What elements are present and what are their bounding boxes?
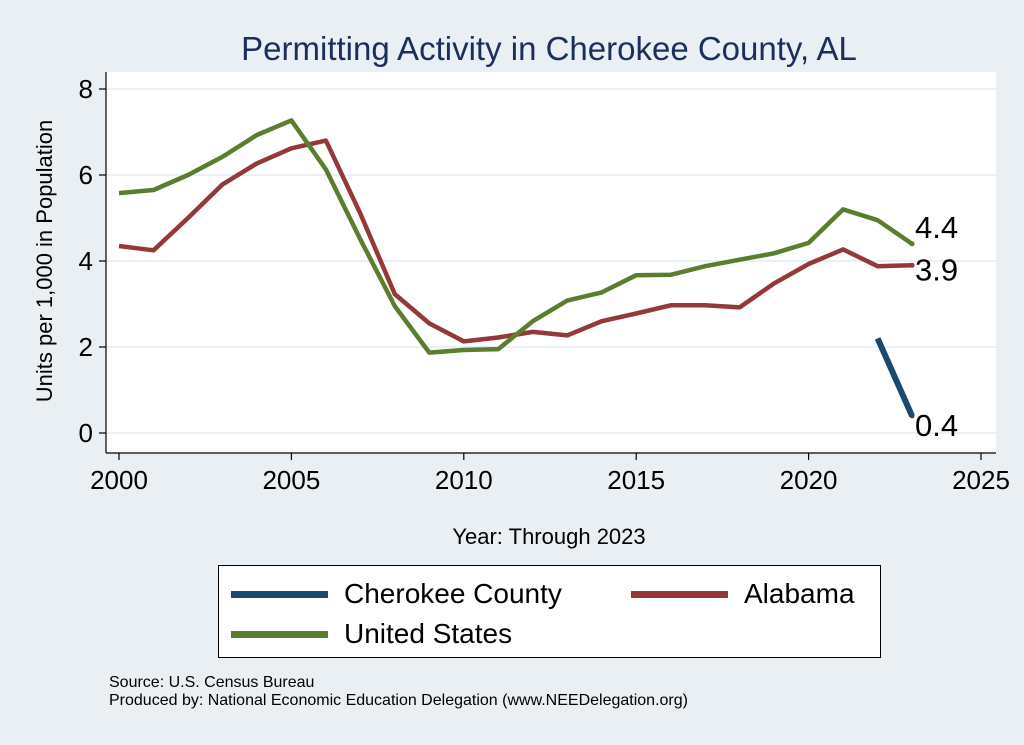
x-tick-label-2010: 2010 <box>435 465 493 495</box>
legend-swatch-cherokee-county <box>231 590 328 598</box>
end-label-alabama: 3.9 <box>915 252 958 287</box>
legend-item-united-states: United States <box>231 618 512 650</box>
legend-label-alabama: Alabama <box>744 578 855 609</box>
y-tick-label-0: 0 <box>79 418 93 448</box>
legend-label-cherokee-county: Cherokee County <box>344 578 562 609</box>
end-labels: 0.4 3.9 4.4 <box>915 210 958 443</box>
y-tick-label-8: 8 <box>79 74 93 104</box>
y-tick-label-2: 2 <box>79 332 93 362</box>
series-line-united-states <box>118 118 914 355</box>
gridlines <box>106 88 996 434</box>
x-tick-label-2020: 2020 <box>780 465 838 495</box>
series-lines <box>118 118 915 419</box>
legend: Cherokee County Alabama United States <box>218 565 881 658</box>
y-tick-label-6: 6 <box>79 160 93 190</box>
series-end-marker-alabama <box>909 262 915 268</box>
legend-swatch-alabama <box>631 590 728 598</box>
chart: Permitting Activity in Cherokee County, … <box>32 30 1010 549</box>
series-end-marker-united-states <box>909 241 915 247</box>
axes: 0 2 4 6 8 2000 2005 2010 2015 2020 2025 <box>79 72 1010 495</box>
legend-swatch-united-states <box>231 630 328 638</box>
y-axis-label: Units per 1,000 in Population <box>32 120 57 403</box>
x-tick-label-2005: 2005 <box>262 465 320 495</box>
end-label-cherokee-county: 0.4 <box>915 408 958 443</box>
x-tick-label-2025: 2025 <box>952 465 1010 495</box>
series-line-cherokee-county <box>874 337 915 418</box>
x-tick-label-2000: 2000 <box>90 465 148 495</box>
y-tick-label-4: 4 <box>79 246 93 276</box>
end-label-united-states: 4.4 <box>915 210 958 245</box>
source-note: Source: U.S. Census Bureau <box>109 674 315 691</box>
chart-title: Permitting Activity in Cherokee County, … <box>241 30 857 67</box>
produced-by-note: Produced by: National Economic Education… <box>109 692 688 709</box>
legend-item-cherokee-county: Cherokee County <box>231 578 562 610</box>
chart-notes: Source: U.S. Census Bureau Produced by: … <box>109 674 688 710</box>
plot-area <box>106 72 996 453</box>
series-end-marker-cherokee-county <box>909 413 915 419</box>
legend-item-alabama: Alabama <box>631 578 855 610</box>
legend-label-united-states: United States <box>344 618 513 649</box>
x-tick-label-2015: 2015 <box>607 465 665 495</box>
x-axis-label: Year: Through 2023 <box>452 524 645 549</box>
